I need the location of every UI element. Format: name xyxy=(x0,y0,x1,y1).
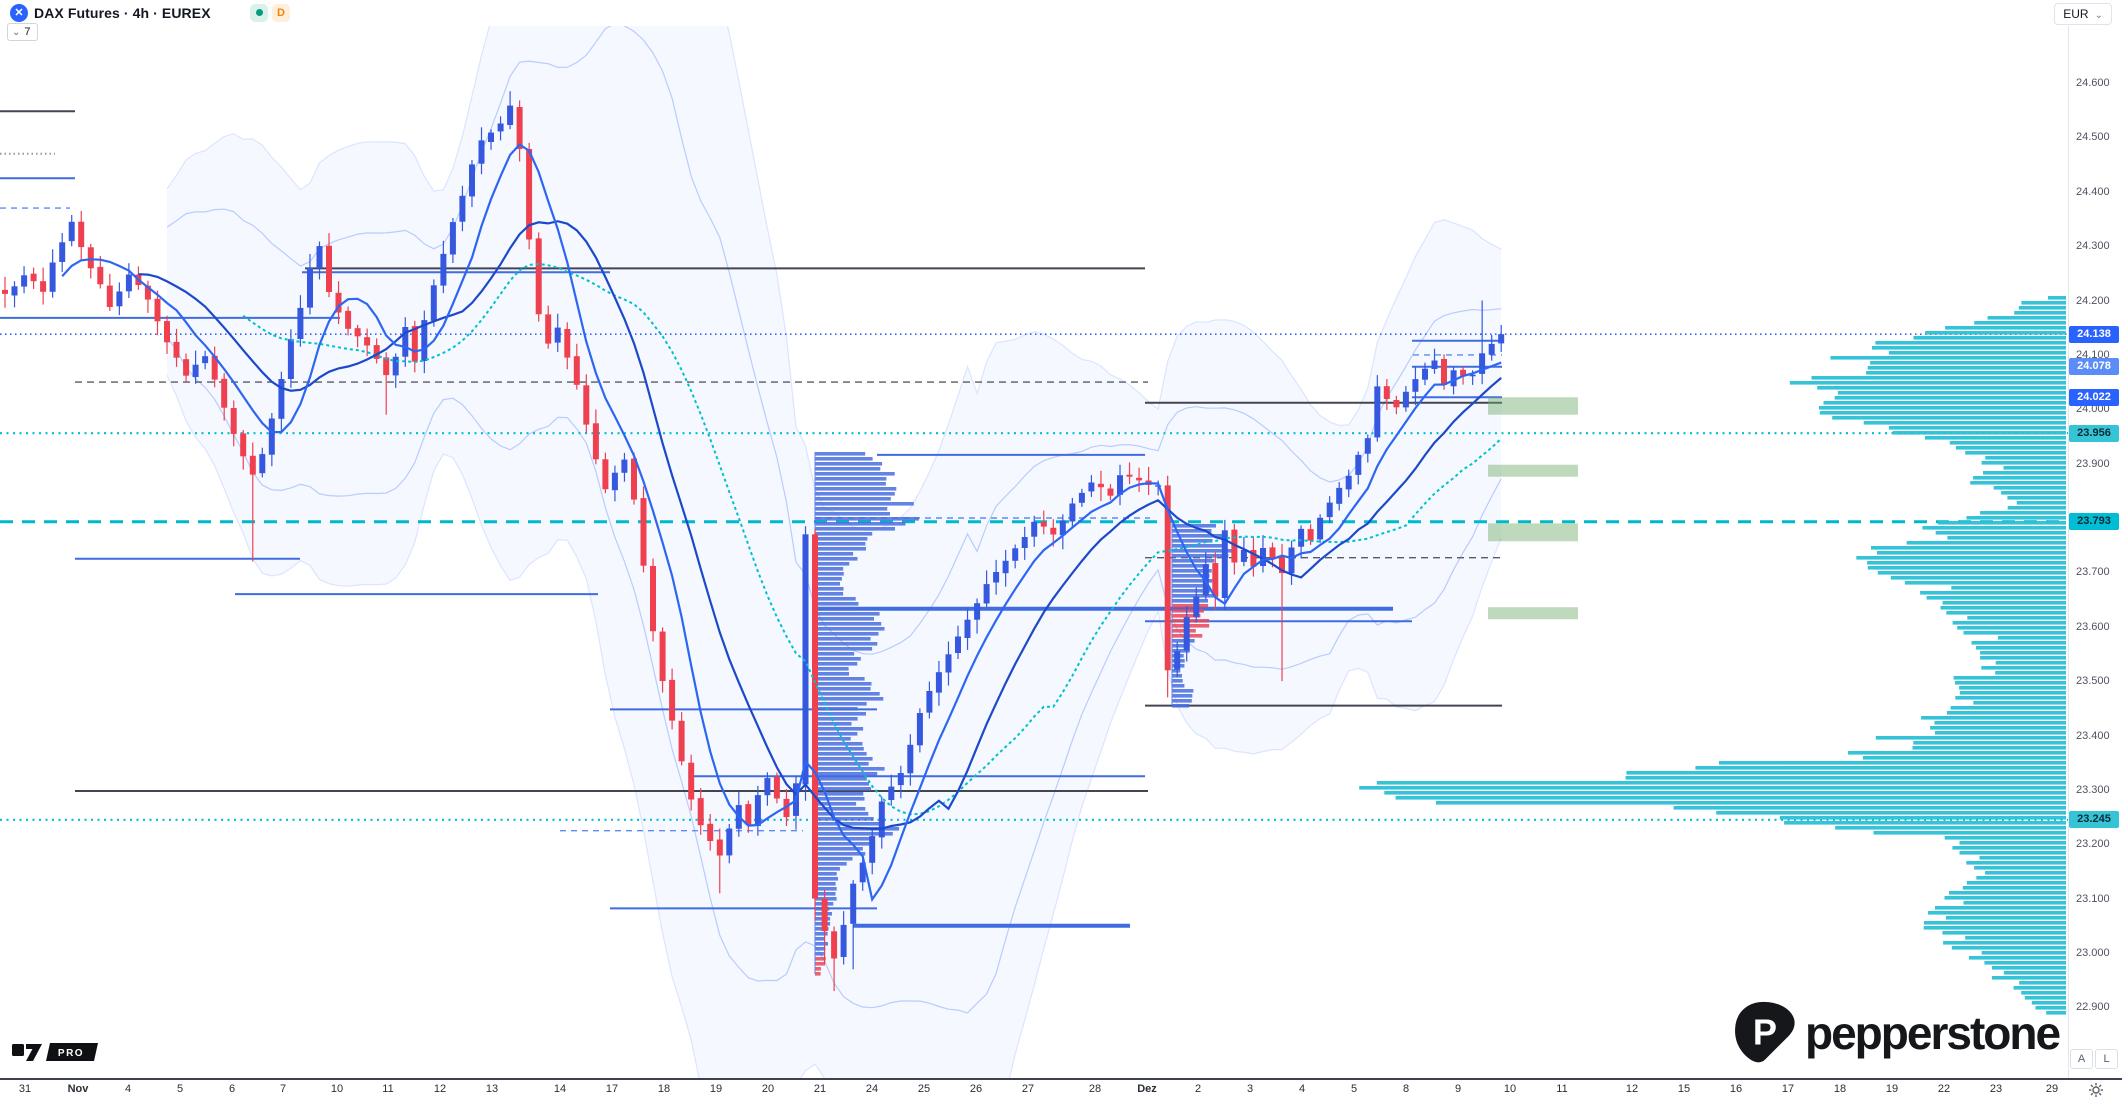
time-tick: 17 xyxy=(605,1083,619,1095)
time-tick: 10 xyxy=(330,1083,344,1095)
time-tick: 27 xyxy=(1021,1083,1035,1095)
time-tick: 15 xyxy=(1677,1083,1691,1095)
time-tick: 22 xyxy=(1937,1083,1951,1095)
green-zone-box[interactable] xyxy=(1488,464,1578,477)
pepperstone-icon: P xyxy=(1735,1001,1795,1063)
time-tick: 4 xyxy=(124,1083,132,1095)
teal-ma-line xyxy=(242,262,1502,816)
time-tick: 11 xyxy=(382,1083,394,1095)
price-tick: 22.900 xyxy=(2076,1001,2110,1014)
time-tick: 17 xyxy=(1781,1083,1795,1095)
time-tick: 19 xyxy=(1885,1083,1899,1095)
price-tick: 23.400 xyxy=(2076,729,2110,742)
price-tick: 23.600 xyxy=(2076,620,2110,633)
price-tick: 23.000 xyxy=(2076,947,2110,959)
price-tick: 23.100 xyxy=(2076,892,2110,905)
time-tick: 8 xyxy=(1402,1083,1410,1095)
time-tick: 28 xyxy=(1088,1083,1102,1095)
chevron-down-icon: ⌄ xyxy=(12,27,21,38)
price-tick: 23.300 xyxy=(2076,783,2110,796)
green-zone-box[interactable] xyxy=(1488,397,1578,415)
composite-profile-right xyxy=(1359,296,2066,1015)
time-tick: 25 xyxy=(917,1083,931,1095)
price-level-label: 23.793 xyxy=(2069,513,2119,531)
time-tick: 9 xyxy=(1454,1083,1462,1095)
time-tick: 16 xyxy=(1729,1083,1743,1095)
price-tick: 24.100 xyxy=(2076,348,2110,361)
interval-badge[interactable]: D xyxy=(272,4,290,22)
tradingview-mark-icon xyxy=(12,1044,42,1061)
time-tick: 5 xyxy=(176,1083,184,1095)
time-tick: 26 xyxy=(969,1083,983,1095)
indicators-count: 7 xyxy=(24,26,31,38)
time-tick: Nov xyxy=(67,1083,89,1095)
symbol-title[interactable]: DAX Futures · 4h · EUREX xyxy=(34,5,211,21)
time-tick: 19 xyxy=(709,1083,723,1095)
svg-text:P: P xyxy=(1753,1012,1777,1053)
green-zone-box[interactable] xyxy=(1488,523,1578,542)
log-scale-button[interactable]: L xyxy=(2095,1049,2118,1069)
time-tick: 5 xyxy=(1350,1083,1358,1095)
pepperstone-wordmark: pepperstone xyxy=(1805,1007,2061,1059)
time-tick: 11 xyxy=(1556,1083,1568,1095)
candles-layer xyxy=(2,91,1505,992)
time-tick: 23 xyxy=(1989,1083,2003,1095)
time-tick: 20 xyxy=(761,1083,775,1095)
currency-label: EUR xyxy=(2063,7,2089,21)
time-tick: 21 xyxy=(813,1083,827,1095)
price-level-label: 24.138 xyxy=(2069,325,2119,343)
time-tick: 7 xyxy=(279,1083,287,1095)
price-level-label: 24.078 xyxy=(2069,358,2119,376)
time-tick: 6 xyxy=(228,1083,236,1095)
time-tick: 29 xyxy=(2045,1083,2059,1095)
time-tick: 3 xyxy=(1246,1083,1254,1095)
time-tick: 2 xyxy=(1194,1083,1202,1095)
time-tick: 14 xyxy=(553,1083,567,1095)
time-tick: 18 xyxy=(657,1083,671,1095)
price-level-label: 24.022 xyxy=(2069,388,2119,406)
price-level-label: 23.245 xyxy=(2069,811,2119,829)
price-level-label: 23.956 xyxy=(2069,424,2119,442)
price-tick: 23.900 xyxy=(2076,457,2110,470)
time-tick: 18 xyxy=(1833,1083,1847,1095)
chart-canvas[interactable] xyxy=(0,0,2068,1078)
zone-boxes-layer[interactable] xyxy=(1488,397,1578,620)
time-tick: Dez xyxy=(1137,1083,1157,1095)
price-axis-separator xyxy=(2068,26,2069,1078)
svg-text:PRO: PRO xyxy=(58,1048,84,1059)
price-tick: 24.000 xyxy=(2076,403,2110,416)
settings-gear-icon[interactable] xyxy=(2088,1082,2104,1098)
time-tick: 12 xyxy=(433,1083,447,1095)
auto-scale-button[interactable]: A xyxy=(2070,1049,2093,1069)
price-tick: 24.400 xyxy=(2076,185,2110,198)
time-tick: 24 xyxy=(865,1083,879,1095)
time-tick: 10 xyxy=(1503,1083,1517,1095)
slow-ma-line xyxy=(138,220,1502,830)
moving-averages-layer xyxy=(61,143,1502,903)
tradingview-pro-logo[interactable]: PRO xyxy=(12,1041,152,1063)
price-tick: 24.300 xyxy=(2076,240,2110,253)
price-tick: 24.200 xyxy=(2076,294,2110,307)
market-status-icon[interactable] xyxy=(250,4,268,22)
price-tick: 23.500 xyxy=(2076,675,2110,688)
price-tick: 23.700 xyxy=(2076,566,2110,579)
fast-ma-line xyxy=(61,143,1502,903)
price-tick: 23.200 xyxy=(2076,838,2110,851)
indicators-collapse-button[interactable]: ⌄ 7 xyxy=(7,23,38,41)
time-tick: 31 xyxy=(18,1083,32,1095)
green-zone-box[interactable] xyxy=(1488,607,1578,620)
currency-selector[interactable]: EUR ⌄ xyxy=(2054,3,2112,25)
chevron-down-icon: ⌄ xyxy=(2094,10,2103,21)
time-axis-separator xyxy=(0,1078,2122,1080)
time-tick: 4 xyxy=(1298,1083,1306,1095)
price-tick: 24.600 xyxy=(2076,77,2110,89)
time-tick: 12 xyxy=(1625,1083,1639,1095)
symbol-toolbar: ✕ DAX Futures · 4h · EUREX D EUR ⌄ xyxy=(0,0,2122,26)
pepperstone-logo: P pepperstone xyxy=(1733,998,2073,1070)
pro-badge: PRO xyxy=(46,1043,98,1061)
price-tick: 24.500 xyxy=(2076,131,2110,144)
time-tick: 13 xyxy=(485,1083,499,1095)
symbol-logo-icon[interactable]: ✕ xyxy=(10,4,28,22)
